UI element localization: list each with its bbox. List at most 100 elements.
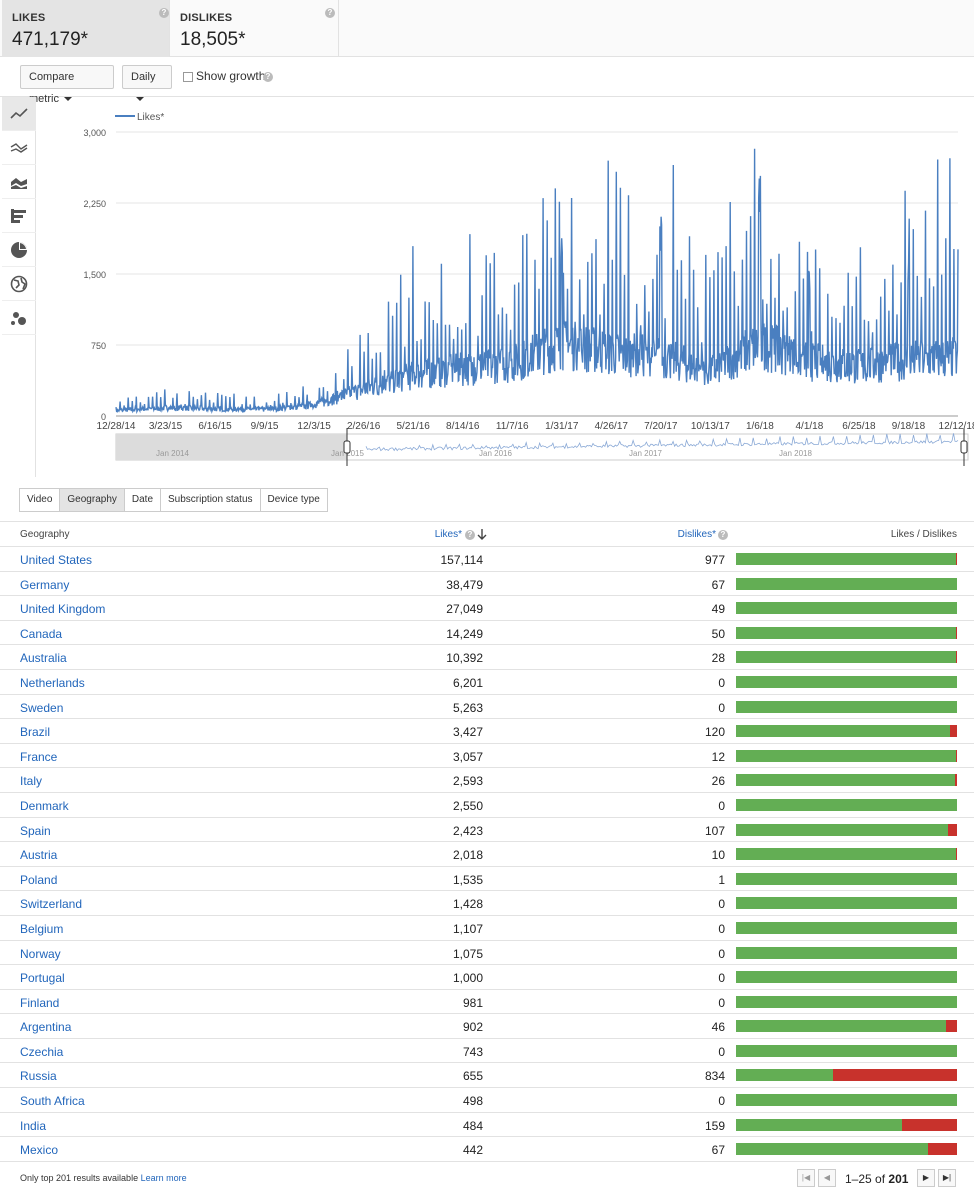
country-link[interactable]: Denmark — [20, 798, 69, 813]
help-icon[interactable]: ? — [325, 8, 335, 18]
country-link[interactable]: Netherlands — [20, 675, 85, 690]
stacked-area-button[interactable] — [2, 165, 36, 199]
last-page-icon: ▶| — [942, 1173, 952, 1182]
dislikes-value: 0 — [718, 1044, 725, 1059]
metric-tile-likes[interactable]: LIKES 471,179* ? — [2, 0, 170, 57]
country-link[interactable]: Russia — [20, 1069, 57, 1084]
map-button[interactable] — [2, 267, 36, 301]
y-tick-label: 3,000 — [83, 128, 106, 138]
tab-video[interactable]: Video — [19, 488, 61, 512]
bubble-chart-button[interactable] — [2, 301, 36, 335]
likes-portion — [736, 1044, 957, 1057]
country-link[interactable]: India — [20, 1118, 47, 1133]
country-link[interactable]: Switzerland — [20, 897, 83, 912]
first-page-button[interactable]: |◀ — [797, 1169, 815, 1187]
country-link[interactable]: Norway — [20, 946, 61, 961]
dislikes-header[interactable]: Dislikes* — [677, 529, 716, 540]
likes-value: 6,201 — [452, 675, 483, 690]
country-link[interactable]: Italy — [20, 774, 43, 789]
chart-svg: Likes* 3,000 2,250 1,500 750 0 12/28/14 3/23/… — [83, 112, 974, 466]
country-link[interactable]: United Kingdom — [20, 602, 106, 617]
series-line-likes[interactable] — [115, 148, 959, 415]
range-overview[interactable]: Jan 2014 Jan 2015 Jan 2016 Jan 2017 Jan 2018 — [115, 428, 969, 466]
country-link[interactable]: Canada — [20, 626, 63, 641]
likes-dislikes-ratio-bar — [736, 675, 957, 688]
tab-device-type[interactable]: Device type — [259, 488, 328, 512]
range-handle[interactable] — [343, 440, 351, 454]
likes-portion — [736, 725, 950, 738]
interval-dropdown[interactable]: Daily — [122, 65, 172, 102]
country-link[interactable]: Finland — [20, 995, 60, 1010]
compare-metric-button[interactable]: Compare metric — [20, 65, 114, 105]
likes-value: 442 — [462, 1143, 483, 1158]
likes-dislikes-ratio-bar — [736, 921, 957, 934]
country-link[interactable]: Poland — [20, 872, 58, 887]
likes-dislikes-ratio-bar — [736, 971, 957, 984]
multi-line-button[interactable] — [2, 131, 36, 165]
country-link[interactable]: Brazil — [20, 725, 51, 740]
likes-header[interactable]: Likes* — [434, 529, 462, 540]
likes-dislikes-ratio-bar — [736, 1069, 957, 1082]
country-link[interactable]: Argentina — [20, 1020, 72, 1035]
country-link[interactable]: Portugal — [20, 971, 65, 986]
likes-value: 498 — [462, 1094, 483, 1109]
bar-chart-button[interactable] — [2, 199, 36, 233]
likes-dislikes-ratio-bar — [736, 1020, 957, 1033]
help-icon[interactable]: ? — [718, 530, 728, 540]
help-icon[interactable]: ? — [159, 8, 169, 18]
help-icon[interactable]: ? — [263, 72, 273, 82]
y-tick-label: 750 — [91, 341, 106, 351]
chart-toolbar: Compare metric Daily — [0, 57, 974, 105]
tab-subscription-status[interactable]: Subscription status — [160, 488, 261, 512]
overview-year-label: Jan 2018 — [779, 449, 812, 458]
tab-geography[interactable]: Geography — [59, 488, 125, 512]
interval-label: Daily — [131, 71, 156, 83]
next-page-button[interactable]: ▶ — [917, 1169, 935, 1187]
country-link[interactable]: Mexico — [20, 1143, 59, 1158]
country-link[interactable]: Spain — [20, 823, 51, 838]
x-tick-label: 9/9/15 — [251, 421, 279, 432]
country-link[interactable]: Sweden — [20, 700, 64, 715]
table-row: Poland 1,535 1 — [0, 867, 974, 892]
sort-arrow-down-icon[interactable] — [477, 529, 487, 541]
line-chart-button[interactable] — [2, 97, 36, 131]
help-icon[interactable]: ? — [465, 530, 475, 540]
range-handle[interactable] — [960, 440, 968, 454]
country-link[interactable]: Australia — [20, 651, 67, 666]
likes-dislikes-ratio-bar — [736, 577, 957, 590]
table-row: Brazil 3,427 120 — [0, 719, 974, 744]
metric-tile-dislikes[interactable]: DISLIKES 18,505* ? — [170, 0, 339, 57]
show-growth-label[interactable]: Show growth — [196, 69, 266, 83]
dislikes-value: 12 — [711, 749, 725, 764]
country-link[interactable]: France — [20, 749, 58, 764]
table-row: Switzerland 1,428 0 — [0, 891, 974, 916]
likes-value: 1,000 — [452, 971, 483, 986]
tab-date[interactable]: Date — [123, 488, 162, 512]
page-of: of — [875, 1172, 886, 1186]
table-header: Geography Likes* ? Dislikes* ? Likes / D… — [0, 521, 974, 547]
country-link[interactable]: South Africa — [20, 1094, 85, 1109]
likes-value: 743 — [462, 1044, 483, 1059]
learn-more-link[interactable]: Learn more — [140, 1173, 187, 1183]
geography-header[interactable]: Geography — [20, 529, 70, 540]
pie-chart-button[interactable] — [2, 233, 36, 267]
stacked-area-icon — [11, 178, 27, 189]
country-link[interactable]: Belgium — [20, 921, 64, 936]
likes-value: 3,427 — [452, 725, 483, 740]
prev-page-button[interactable]: ◀ — [818, 1169, 836, 1187]
likes-value: 1,075 — [452, 946, 483, 961]
last-page-button[interactable]: ▶| — [938, 1169, 956, 1187]
likes-portion — [736, 1020, 947, 1033]
country-link[interactable]: Czechia — [20, 1044, 64, 1059]
x-tick-label: 2/26/16 — [347, 421, 381, 432]
likes-portion — [736, 1118, 903, 1131]
likes-portion — [736, 774, 955, 787]
country-link[interactable]: Germany — [20, 577, 70, 592]
x-tick-label: 1/6/18 — [746, 421, 774, 432]
table-row: Mexico 442 67 — [0, 1137, 974, 1162]
globe-map-icon — [10, 275, 28, 293]
show-growth-checkbox[interactable] — [183, 72, 193, 82]
country-link[interactable]: United States — [20, 553, 93, 567]
country-link[interactable]: Austria — [20, 848, 58, 863]
overview-year-label: Jan 2014 — [156, 449, 189, 458]
